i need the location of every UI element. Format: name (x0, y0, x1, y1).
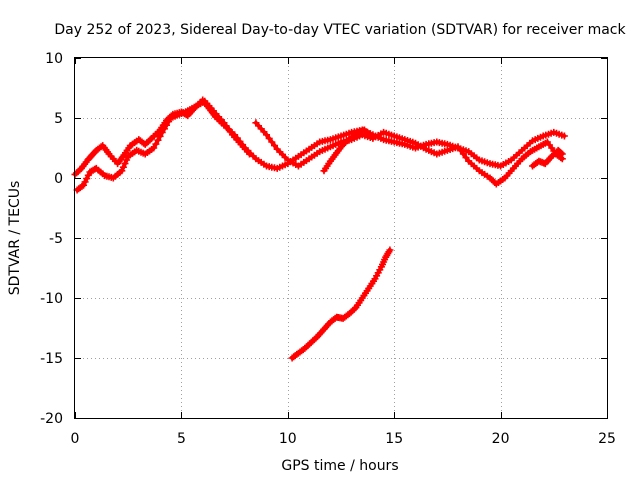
data-point-marker (118, 167, 126, 175)
data-point-marker (165, 118, 173, 126)
series-track-b (73, 97, 253, 194)
data-point-marker (265, 134, 273, 142)
data-point-marker (158, 128, 166, 136)
y-tick-label: -10 (40, 291, 63, 307)
x-tick-label: 25 (598, 431, 616, 447)
data-point-marker (246, 150, 253, 158)
grid (75, 58, 607, 418)
data-point-marker (457, 146, 465, 154)
data-point-marker (560, 132, 568, 140)
y-axis-label: SDTVAR / TECUs (7, 181, 23, 296)
x-tick-label: 20 (492, 431, 510, 447)
data-point-marker (152, 140, 160, 148)
y-tick-label: -5 (49, 231, 63, 247)
data-point-marker (154, 136, 162, 144)
data-series (71, 96, 568, 362)
data-point-marker (271, 142, 278, 150)
data-point-marker (558, 150, 566, 158)
data-point-marker (156, 132, 164, 140)
data-point-marker (462, 154, 470, 162)
data-point-marker (150, 144, 158, 152)
axis-ticks: 0 5 10 15 20 25 -20 -15 -10 -5 0 5 10 (40, 51, 616, 447)
x-tick-label: 10 (279, 431, 297, 447)
data-point-marker (163, 121, 170, 129)
y-tick-label: -20 (40, 411, 63, 427)
x-tick-label: 5 (177, 431, 186, 447)
data-point-marker (121, 160, 129, 168)
data-point-marker (386, 246, 394, 254)
data-point-marker (263, 131, 270, 139)
series-track-e (529, 146, 566, 170)
x-axis-label: GPS time / hours (281, 458, 398, 474)
data-point-marker (454, 143, 462, 151)
data-point-marker (369, 133, 377, 141)
plot-frame (74, 57, 608, 419)
x-tick-label: 0 (71, 431, 80, 447)
y-tick-label: -15 (40, 351, 63, 367)
data-point-marker (557, 149, 565, 157)
series-track-f (288, 246, 394, 362)
y-tick-label: 5 (54, 111, 63, 127)
data-point-marker (268, 138, 276, 146)
data-point-marker (123, 156, 131, 164)
data-point-marker (160, 125, 168, 133)
x-tick-label: 15 (385, 431, 403, 447)
data-point-marker (119, 163, 127, 171)
y-tick-label: 0 (54, 171, 63, 187)
chart-title: Day 252 of 2023, Sidereal Day-to-day VTE… (54, 22, 626, 38)
y-tick-label: 10 (45, 51, 63, 67)
series-track-d (320, 126, 377, 175)
data-point-marker (459, 150, 467, 158)
